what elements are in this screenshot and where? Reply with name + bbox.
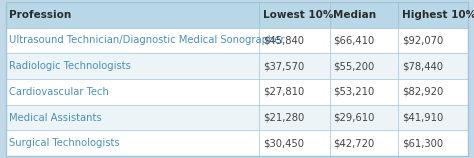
Bar [398, 53, 468, 79]
Text: $45,840: $45,840 [263, 35, 304, 46]
Bar [329, 28, 398, 53]
Bar [329, 2, 398, 28]
Text: Cardiovascular Tech: Cardiovascular Tech [9, 87, 109, 97]
Bar [329, 105, 398, 130]
Bar [398, 28, 468, 53]
Text: Median: Median [333, 10, 376, 20]
Text: $66,410: $66,410 [333, 35, 374, 46]
Text: Surgical Technologists: Surgical Technologists [9, 138, 120, 148]
Bar [398, 105, 468, 130]
Text: Lowest 10%: Lowest 10% [263, 10, 333, 20]
Text: $92,070: $92,070 [402, 35, 443, 46]
Bar [329, 53, 398, 79]
Text: $82,920: $82,920 [402, 87, 443, 97]
Text: Ultrasound Technician/Diagnostic Medical Sonographer: Ultrasound Technician/Diagnostic Medical… [9, 35, 285, 46]
Text: $41,910: $41,910 [402, 112, 443, 123]
Bar [259, 2, 329, 28]
Bar [6, 105, 259, 130]
Bar [6, 79, 259, 105]
Text: $78,440: $78,440 [402, 61, 443, 71]
Bar [398, 79, 468, 105]
Text: Highest 10%: Highest 10% [402, 10, 474, 20]
Text: $61,300: $61,300 [402, 138, 443, 148]
Text: Medical Assistants: Medical Assistants [9, 112, 102, 123]
Text: $27,810: $27,810 [263, 87, 304, 97]
Text: $55,200: $55,200 [333, 61, 374, 71]
Bar [398, 130, 468, 156]
Bar [259, 28, 329, 53]
Bar [398, 2, 468, 28]
Bar [6, 53, 259, 79]
Bar [259, 53, 329, 79]
Bar [6, 130, 259, 156]
Text: $29,610: $29,610 [333, 112, 374, 123]
Bar [6, 28, 259, 53]
Bar [329, 79, 398, 105]
Bar [6, 2, 259, 28]
Bar [259, 105, 329, 130]
Bar [259, 130, 329, 156]
Text: $21,280: $21,280 [263, 112, 304, 123]
Text: $30,450: $30,450 [263, 138, 304, 148]
Text: Radiologic Technologists: Radiologic Technologists [9, 61, 131, 71]
Bar [329, 130, 398, 156]
Text: Profession: Profession [9, 10, 72, 20]
Text: $37,570: $37,570 [263, 61, 304, 71]
Bar [259, 79, 329, 105]
Text: $42,720: $42,720 [333, 138, 374, 148]
Text: $53,210: $53,210 [333, 87, 374, 97]
